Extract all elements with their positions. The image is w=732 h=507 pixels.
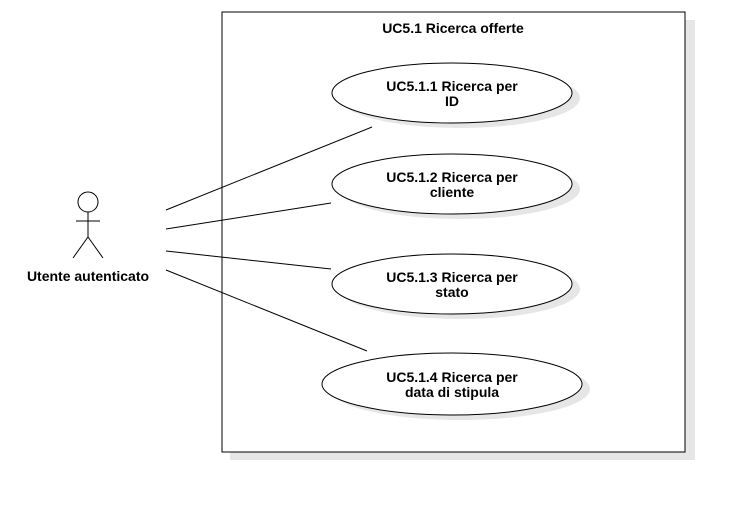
actor-label: Utente autenticato	[27, 268, 149, 284]
association-line-uc-5-1-3	[165, 250, 332, 270]
stick-figure-actor-icon	[72, 191, 104, 259]
system-title: UC5.1 Ricerca offerte	[382, 20, 524, 36]
use-case-label-line-1: UC5.1.1 Ricerca per	[386, 78, 518, 94]
actor: Utente autenticato	[27, 191, 149, 284]
use-case-label-line-1: UC5.1.4 Ricerca per	[386, 369, 518, 385]
association-line-uc-5-1-4	[165, 269, 368, 352]
association-line-uc-5-1-2	[165, 202, 332, 230]
use-case-ellipse	[331, 62, 573, 124]
use-case-label-line-2: data di stipula	[405, 384, 499, 400]
use-case-label-line-1: UC5.1.2 Ricerca per	[386, 169, 518, 185]
use-case-label-line-2: ID	[445, 93, 459, 109]
use-case-label-line-2: stato	[435, 284, 468, 300]
use-case-label-line-2: cliente	[430, 184, 475, 200]
use-case-uc-5-1-1[interactable]: UC5.1.1 Ricerca per ID	[331, 62, 580, 128]
use-case-ellipse	[331, 253, 573, 315]
association-line-uc-5-1-1	[165, 126, 373, 211]
use-case-ellipse	[331, 153, 573, 215]
use-case-uc-5-1-2[interactable]: UC5.1.2 Ricerca per cliente	[331, 153, 580, 219]
use-case-label-line-1: UC5.1.3 Ricerca per	[386, 269, 518, 285]
use-case-ellipse	[321, 352, 583, 416]
use-case-uc-5-1-4[interactable]: UC5.1.4 Ricerca per data di stipula	[321, 352, 590, 420]
use-case-uc-5-1-3[interactable]: UC5.1.3 Ricerca per stato	[331, 253, 580, 319]
associations	[165, 126, 373, 352]
